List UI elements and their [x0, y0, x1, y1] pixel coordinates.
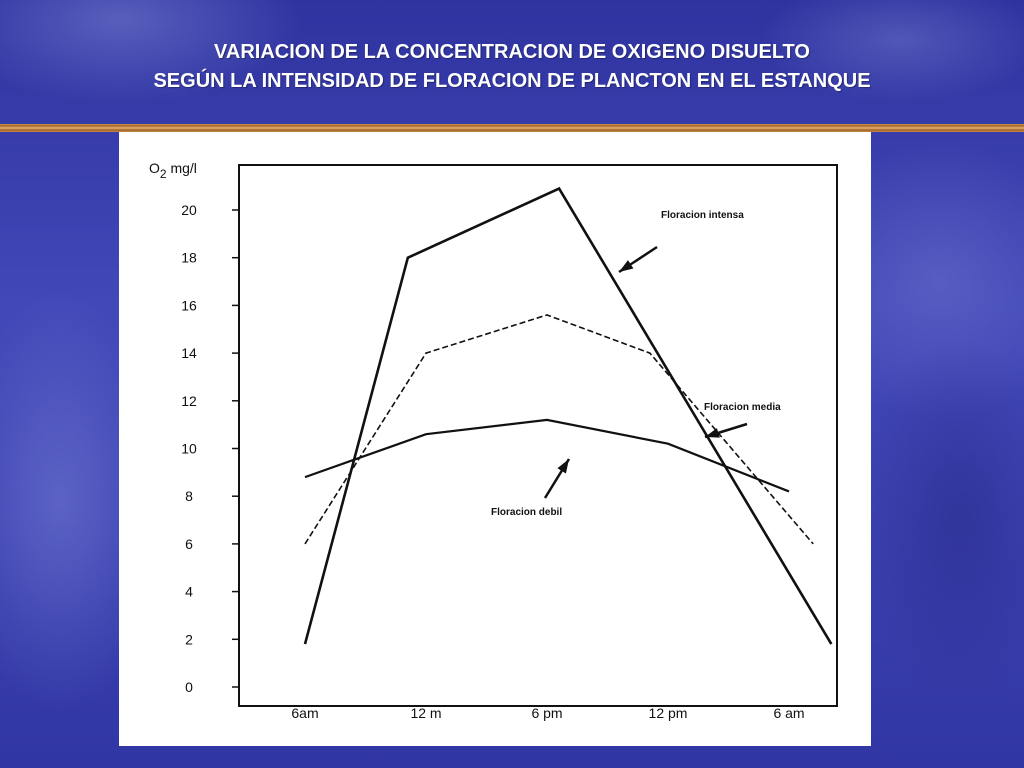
x-tick-label: 6am	[291, 705, 318, 721]
y-tick-label: 18	[181, 250, 197, 266]
slide-title-line-1: VARIACION DE LA CONCENTRACION DE OXIGENO…	[214, 41, 810, 63]
plot-frame	[238, 164, 838, 707]
annotation-label: Floracion intensa	[661, 210, 744, 221]
annotation-arrow-head	[557, 459, 569, 474]
y-tick-label: 2	[185, 631, 193, 647]
slide-title: VARIACION DE LA CONCENTRACION DE OXIGENO…	[0, 38, 1024, 96]
y-tick-label: 4	[185, 584, 193, 600]
y-tick-label: 10	[181, 441, 197, 457]
annotation-label: Floracion media	[704, 402, 781, 413]
annotation-layer: Floracion intensa Floracion media Floracio…	[491, 210, 781, 518]
x-tick-label: 6 am	[773, 705, 804, 721]
y-tick-label: 8	[185, 488, 193, 504]
oxygen-chart: O2 mg/l 0 2 4 6 8 10 12 14 16 18 20 6am 12 m 6 pm 12 …	[149, 160, 838, 721]
chart-panel: O2 mg/l 0 2 4 6 8 10 12 14 16 18 20 6am 12 m 6 pm 12 …	[119, 132, 871, 746]
x-axis-ticks: 6am 12 m 6 pm 12 pm 6 am	[291, 705, 804, 721]
y-axis-label: O2 mg/l	[149, 160, 197, 181]
annotation-arrow-head	[619, 260, 634, 272]
series-line-1	[303, 186, 833, 645]
annotation-label: Floracion debil	[491, 507, 562, 518]
y-axis-ticks: 0 2 4 6 8 10 12 14 16 18 20	[181, 202, 240, 695]
series-layer	[303, 186, 833, 645]
x-tick-label: 12 pm	[649, 705, 688, 721]
y-tick-label: 6	[185, 536, 193, 552]
title-divider	[0, 124, 1024, 132]
y-tick-label: 20	[181, 202, 197, 218]
y-tick-label: 12	[181, 393, 197, 409]
annotation-arrow-head	[705, 428, 720, 438]
slide-title-line-2: SEGÚN LA INTENSIDAD DE FLORACION DE PLAN…	[153, 70, 871, 92]
y-tick-label: 16	[181, 297, 197, 313]
x-tick-label: 12 m	[410, 705, 441, 721]
y-tick-label: 0	[185, 679, 193, 695]
y-tick-label: 14	[181, 345, 197, 361]
x-tick-label: 6 pm	[531, 705, 562, 721]
